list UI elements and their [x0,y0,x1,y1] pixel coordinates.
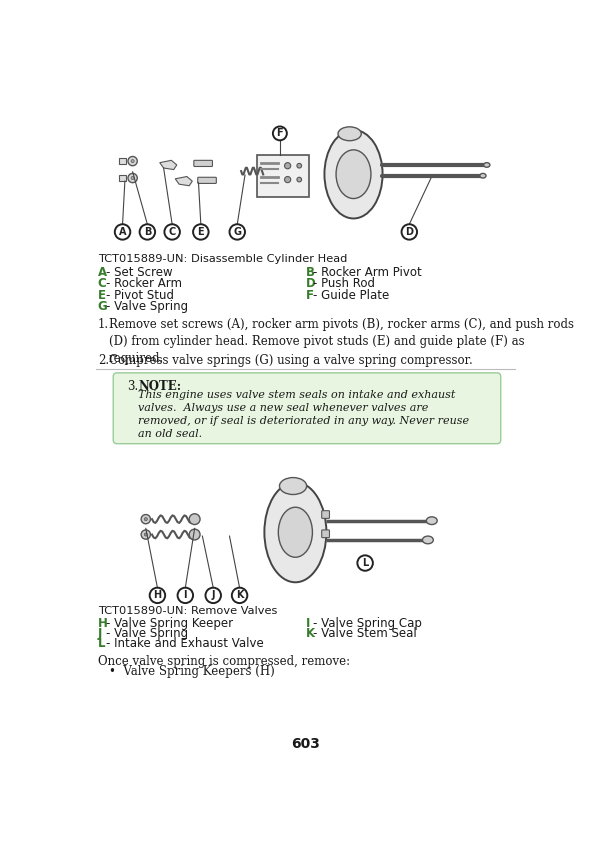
Text: H: H [153,590,162,600]
Text: F: F [305,289,313,302]
Ellipse shape [426,517,437,525]
Text: D: D [305,277,315,290]
Text: A: A [119,227,126,237]
Circle shape [141,514,150,524]
FancyBboxPatch shape [322,511,330,519]
FancyBboxPatch shape [198,178,216,184]
FancyBboxPatch shape [322,530,330,538]
Ellipse shape [423,536,433,544]
Text: G: G [98,301,107,313]
Ellipse shape [480,173,486,178]
Text: H: H [98,617,108,630]
Ellipse shape [338,127,361,141]
Text: - Push Rod: - Push Rod [313,277,375,290]
Text: - Intake and Exhaust Valve: - Intake and Exhaust Valve [105,637,263,650]
Circle shape [141,530,150,539]
Polygon shape [175,177,193,186]
Text: K: K [236,590,243,600]
Text: L: L [362,558,368,568]
Text: - Pivot Stud: - Pivot Stud [105,289,173,302]
FancyBboxPatch shape [119,175,126,181]
Text: Remove set screws (A), rocker arm pivots (B), rocker arms (C), and push rods
(D): Remove set screws (A), rocker arm pivots… [108,318,573,365]
Text: B: B [144,227,151,237]
Ellipse shape [280,477,306,494]
Circle shape [189,514,200,525]
Text: 1.: 1. [98,318,109,331]
Text: NOTE:: NOTE: [138,380,181,392]
Text: E: E [98,289,105,302]
Text: B: B [305,266,315,279]
Text: K: K [305,627,315,640]
Text: - Valve Spring: - Valve Spring [105,301,188,313]
Circle shape [297,178,302,182]
Text: TCT015889-UN: Disassemble Cylinder Head: TCT015889-UN: Disassemble Cylinder Head [98,253,347,264]
Text: - Valve Spring Keeper: - Valve Spring Keeper [105,617,232,630]
Text: 603: 603 [291,737,320,751]
Ellipse shape [265,482,327,583]
Text: - Rocker Arm Pivot: - Rocker Arm Pivot [313,266,422,279]
Text: E: E [197,227,204,237]
Text: G: G [233,227,241,237]
Text: 2.: 2. [98,354,109,366]
Text: J: J [98,627,102,640]
Text: C: C [169,227,176,237]
Circle shape [284,163,291,168]
Circle shape [189,529,200,540]
Text: J: J [212,590,215,600]
Circle shape [128,173,137,183]
Text: C: C [98,277,107,290]
FancyBboxPatch shape [119,158,126,164]
Text: F: F [277,128,283,138]
Ellipse shape [484,163,490,168]
Circle shape [131,177,134,179]
Ellipse shape [278,507,312,557]
Text: L: L [98,637,105,650]
Circle shape [284,177,291,183]
FancyBboxPatch shape [194,160,212,167]
Text: - Set Screw: - Set Screw [105,266,172,279]
Text: D: D [405,227,413,237]
Text: •  Valve Spring Keepers (H): • Valve Spring Keepers (H) [108,665,274,679]
Text: - Rocker Arm: - Rocker Arm [105,277,182,290]
Text: - Valve Spring Cap: - Valve Spring Cap [313,617,422,630]
FancyBboxPatch shape [257,155,309,197]
Text: I: I [184,590,187,600]
Circle shape [131,160,134,163]
Text: - Valve Spring: - Valve Spring [105,627,188,640]
Circle shape [144,533,147,536]
Circle shape [128,157,137,166]
Text: I: I [305,617,310,630]
Ellipse shape [336,150,371,199]
Circle shape [297,163,302,168]
Text: 3.: 3. [127,380,138,392]
Text: - Guide Plate: - Guide Plate [313,289,389,302]
Text: - Valve Stem Seal: - Valve Stem Seal [313,627,417,640]
Text: This engine uses valve stem seals on intake and exhaust
valves.  Always use a ne: This engine uses valve stem seals on int… [138,390,469,440]
FancyBboxPatch shape [113,373,501,444]
Circle shape [144,518,147,520]
Text: Compress valve springs (G) using a valve spring compressor.: Compress valve springs (G) using a valve… [108,354,473,366]
Ellipse shape [324,130,383,218]
Text: A: A [98,266,107,279]
Text: Once valve spring is compressed, remove:: Once valve spring is compressed, remove: [98,655,350,668]
Text: TCT015890-UN: Remove Valves: TCT015890-UN: Remove Valves [98,606,277,616]
Polygon shape [160,160,177,169]
